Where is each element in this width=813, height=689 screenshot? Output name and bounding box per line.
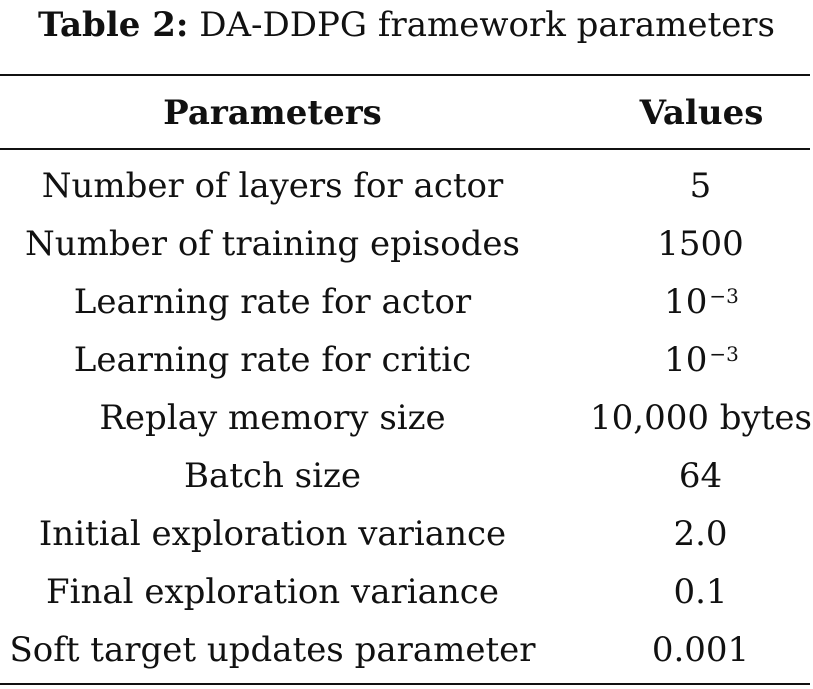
parameter-cell: Learning rate for actor [73, 282, 472, 322]
parameter-cell: Learning rate for critic [73, 340, 472, 380]
header-rule [0, 148, 810, 150]
value-cell: 10 −3 [590, 273, 813, 331]
bottom-rule [0, 683, 810, 685]
value-cell: 0.001 [590, 621, 813, 679]
parameter-cell: Final exploration variance [46, 572, 499, 612]
table-row: Final exploration variance 0.1 [0, 563, 813, 621]
value-cell: 10,000 bytes [590, 389, 813, 447]
value-cell: 5 [590, 157, 813, 215]
value-text: 2.0 [673, 514, 728, 554]
value-text: 10 [664, 282, 708, 322]
value-text: 10 [664, 340, 708, 380]
value-text: 1500 [657, 224, 744, 264]
table-row: Initial exploration variance 2.0 [0, 505, 813, 563]
value-cell: 0.1 [590, 563, 813, 621]
table-row: Number of training episodes 1500 [0, 215, 813, 273]
value-text: 0.001 [651, 630, 750, 670]
value-cell: 2.0 [590, 505, 813, 563]
value-cell: 64 [590, 447, 813, 505]
table-row: Learning rate for critic 10 −3 [0, 331, 813, 389]
table-caption-label: Table 2: [37, 5, 189, 45]
value-cell: 1500 [590, 215, 813, 273]
table-row: Number of layers for actor 5 [0, 157, 813, 215]
value-exponent: −3 [709, 284, 739, 308]
value-text: 64 [678, 456, 723, 496]
parameter-cell: Initial exploration variance [38, 514, 507, 554]
table-caption: Table 2: DA-DDPG framework parameters [0, 0, 813, 50]
table-row: Replay memory size 10,000 bytes [0, 389, 813, 447]
parameter-cell: Number of layers for actor [41, 166, 504, 206]
header-parameters: Parameters [163, 93, 382, 133]
table-row: Soft target updates parameter 0.001 [0, 621, 813, 679]
table-header-row: Parameters Values [0, 84, 813, 142]
top-rule [0, 74, 810, 76]
value-cell: 10 −3 [590, 331, 813, 389]
table-row: Learning rate for actor 10 −3 [0, 273, 813, 331]
table-caption-title: DA-DDPG framework parameters [199, 5, 776, 45]
header-values: Values [639, 93, 764, 133]
value-text: 0.1 [673, 572, 728, 612]
parameter-cell: Replay memory size [99, 398, 446, 438]
value-text: 5 [689, 166, 712, 206]
parameter-cell: Soft target updates parameter [9, 630, 536, 670]
parameter-cell: Batch size [183, 456, 362, 496]
value-exponent: −3 [709, 342, 739, 366]
table-row: Batch size 64 [0, 447, 813, 505]
value-text: 10,000 bytes [590, 398, 812, 438]
parameter-cell: Number of training episodes [24, 224, 520, 264]
